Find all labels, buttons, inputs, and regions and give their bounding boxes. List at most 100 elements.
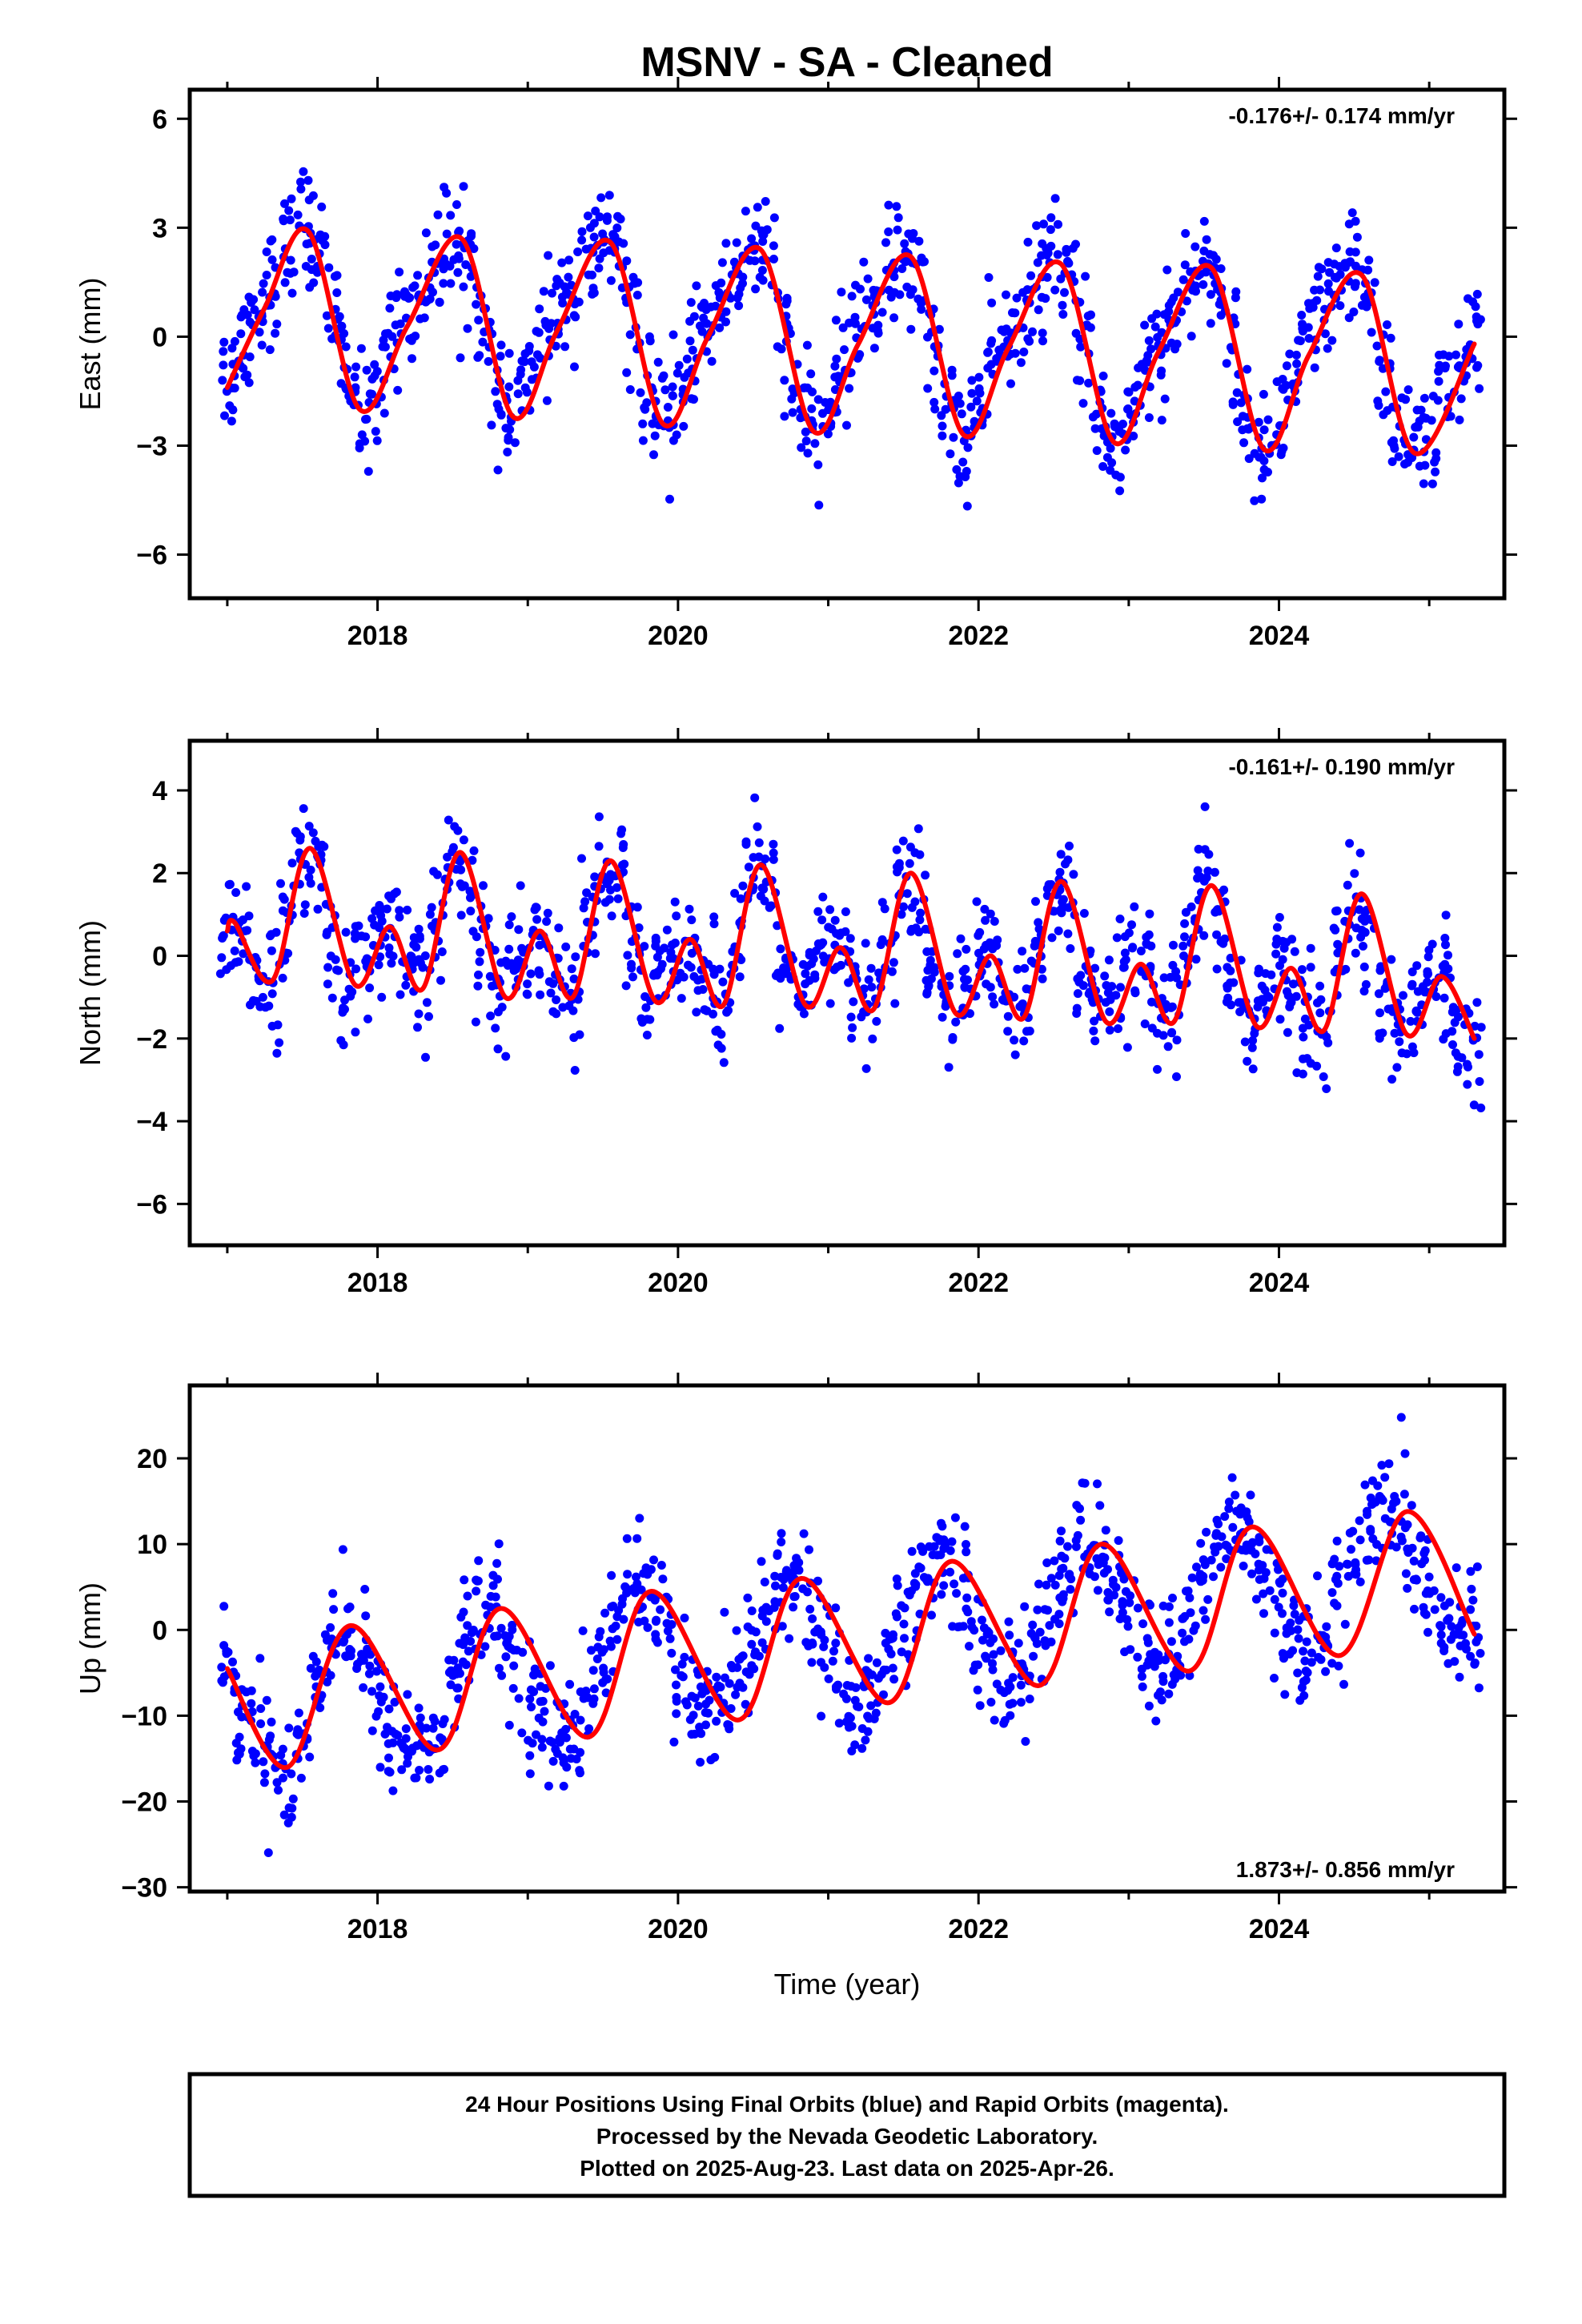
data-point — [855, 350, 865, 360]
data-point — [239, 949, 248, 959]
data-point — [941, 1540, 950, 1550]
data-point — [600, 898, 610, 907]
data-point — [522, 989, 532, 999]
data-point — [1429, 1586, 1439, 1595]
data-point — [988, 1665, 998, 1675]
data-point — [656, 1561, 666, 1570]
data-point — [222, 387, 231, 396]
data-point — [1466, 1605, 1476, 1614]
data-point — [1283, 1027, 1292, 1037]
data-point — [726, 1704, 736, 1713]
data-point — [819, 1642, 829, 1651]
data-point — [1186, 332, 1196, 341]
data-point — [741, 207, 750, 216]
data-point — [1229, 978, 1239, 987]
data-point — [721, 239, 731, 248]
data-point — [296, 1773, 306, 1783]
data-point — [1389, 441, 1399, 451]
x-tick-label: 2022 — [948, 621, 1009, 651]
data-point — [1348, 1526, 1358, 1536]
data-point — [1439, 1647, 1449, 1655]
data-point — [370, 360, 379, 369]
data-point — [1199, 931, 1209, 940]
data-point — [1030, 936, 1040, 946]
data-point — [1104, 1595, 1113, 1605]
data-point — [1419, 479, 1428, 489]
data-point — [558, 299, 568, 308]
data-point — [1010, 1035, 1019, 1045]
data-point — [788, 408, 797, 417]
data-point — [581, 244, 591, 254]
data-point — [339, 1636, 349, 1646]
data-point — [383, 1739, 393, 1748]
data-point — [1372, 341, 1382, 351]
data-point — [1392, 1063, 1402, 1072]
data-point — [509, 1646, 519, 1655]
data-point — [1423, 1586, 1432, 1595]
data-point — [1191, 287, 1200, 296]
data-point — [668, 940, 677, 950]
data-point — [376, 1697, 386, 1707]
data-point — [720, 1673, 729, 1683]
data-point — [681, 1697, 690, 1707]
data-point — [1180, 1637, 1189, 1647]
data-point — [385, 304, 395, 313]
data-point — [569, 311, 579, 320]
data-point — [988, 1659, 997, 1668]
data-point — [219, 931, 227, 941]
data-point — [769, 848, 778, 858]
data-point — [849, 997, 858, 1007]
data-point — [1025, 336, 1034, 346]
data-point — [1055, 867, 1065, 877]
data-point — [384, 1753, 393, 1763]
data-point — [1327, 1588, 1337, 1598]
data-point — [1232, 388, 1242, 397]
data-point — [897, 264, 907, 273]
data-point — [242, 882, 251, 891]
data-point — [1090, 1036, 1100, 1046]
data-point — [1299, 1647, 1308, 1656]
data-point — [1016, 1680, 1026, 1690]
data-point — [392, 290, 402, 300]
data-point — [1363, 1506, 1371, 1516]
data-point — [813, 460, 823, 469]
data-point — [1332, 1571, 1342, 1581]
data-point — [1118, 1608, 1127, 1618]
y-tick-label: −20 — [121, 1787, 167, 1818]
data-point — [428, 1723, 438, 1733]
data-point — [1476, 1649, 1485, 1658]
data-point — [1056, 850, 1066, 859]
data-point — [401, 1734, 411, 1743]
data-point — [757, 226, 766, 235]
data-point — [696, 1758, 705, 1767]
data-point — [228, 1657, 237, 1667]
data-point — [704, 1708, 713, 1718]
data-point — [1028, 1620, 1038, 1630]
data-point — [562, 1763, 572, 1772]
data-point — [753, 822, 762, 831]
data-point — [501, 956, 511, 966]
data-point — [1014, 1638, 1023, 1648]
data-point — [1223, 963, 1232, 972]
data-point — [1118, 420, 1127, 428]
data-point — [869, 344, 879, 353]
data-point — [473, 981, 483, 991]
data-point — [1045, 1621, 1054, 1630]
data-point — [453, 267, 463, 277]
data-point — [345, 1602, 355, 1612]
data-point — [382, 904, 391, 914]
data-point — [421, 1052, 430, 1062]
data-point — [259, 279, 268, 288]
data-point — [837, 287, 846, 297]
data-point — [1375, 1008, 1384, 1018]
data-point — [459, 1640, 468, 1650]
data-point — [671, 1665, 680, 1675]
data-point — [547, 319, 556, 328]
data-point — [916, 1542, 926, 1552]
data-point — [601, 875, 611, 885]
data-point — [881, 238, 890, 247]
data-point — [907, 1546, 917, 1556]
data-point — [224, 880, 234, 890]
data-point — [1147, 997, 1156, 1007]
x-tick-label: 2018 — [347, 621, 408, 651]
